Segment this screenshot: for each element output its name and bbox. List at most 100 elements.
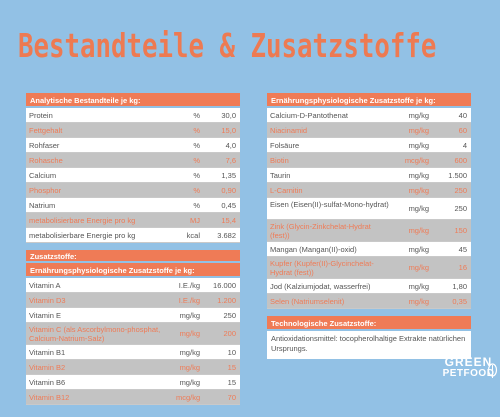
additives-header: Zusatzstoffe: [26,250,240,263]
logo-line2: PETFOOD [442,368,495,379]
cell-unit: I.E./kg [178,296,200,305]
cell-unit: mcg/kg [404,156,429,165]
cell-unit: mg/kg [408,226,429,235]
table-row: Vitamin A I.E./kg 16.000 [26,278,240,293]
cell-value: 0,90 [221,186,236,195]
cell-value: 250 [223,311,236,320]
table-row: metabolisierbare Energie pro kg MJ 15,4 [26,213,240,228]
cell-name: Vitamin C (als Ascorbylmono-phosphat, Ca… [29,325,161,343]
table-row: Calcium% 1,35 [26,168,240,183]
cell-value: 16.000 [213,281,236,290]
cell-value: 15 [227,363,236,372]
table-row: Eisen (Eisen(II)-sulfat-Mono-hydrat) mg/k… [267,198,471,220]
table-row: Taurin mg/kg 1.500 [267,168,471,183]
right-nutrition-header: Ernährungsphysiologische Zusatzstoffe je… [267,93,471,108]
cell-name: Biotin [270,156,289,165]
cell-name: L-Carnitin [270,186,303,195]
right-nutrition-table: Calcium-D-Pantothenat mg/kg 40 Niacinamid mg… [267,108,471,309]
cell-value: 7,6 [225,156,236,165]
cell-name: Folsäure [270,141,300,150]
cell-unit: MJ [190,216,200,225]
cell-unit: mg/kg [408,263,429,272]
cell-name: Protein [29,111,53,120]
cell-unit: % [193,126,200,135]
cell-unit: mcg/kg [176,393,201,402]
leaf-icon [487,363,498,378]
cell-value: 70 [227,393,236,402]
cell-name: Rohfaser [29,141,60,150]
cell-name: Calcium-D-Pantothenat [270,111,348,120]
cell-value: 0,35 [452,297,467,306]
cell-unit: % [193,171,200,180]
cell-value: 40 [458,111,467,120]
cell-value: 10 [227,348,236,357]
cell-name: Jod (Kalziumjodat, wasserfrei) [270,282,371,291]
table-row: metabolisierbare Energie pro kg kcal 3.682 [26,228,240,243]
analytical-header: Analytische Bestandteile je kg: [26,93,240,108]
cell-value: 15,4 [221,216,236,225]
cell-name: Selen (Natriumselenit) [270,297,345,306]
cell-name: Rohasche [29,156,63,165]
cell-unit: mg/kg [179,348,200,357]
table-row: Niacinamid mg/kg 60 [267,123,471,138]
cell-unit: I.E./kg [178,281,200,290]
table-row: Rohfaser% 4,0 [26,138,240,153]
table-row: Vitamin B1 mg/kg 10 [26,345,240,360]
table-row: Calcium-D-Pantothenat mg/kg 40 [267,108,471,123]
analytical-table: Protein% 30,0 Fettgehalt% 15,0 Rohfaser% 4,0 R… [26,108,240,243]
cell-unit: mg/kg [408,282,429,291]
cell-value: 150 [454,226,467,235]
cell-name: Eisen (Eisen(II)-sulfat-Mono-hydrat) [270,200,389,209]
table-row: Vitamin B2 mg/kg 15 [26,360,240,375]
cell-unit: mg/kg [179,311,200,320]
table-row: Vitamin D3 I.E./kg 1.200 [26,293,240,308]
table-row: Natrium% 0,45 [26,198,240,213]
left-nutrition-table: Vitamin A I.E./kg 16.000 Vitamin D3 I.E./kg 1… [26,278,240,405]
cell-unit: mg/kg [408,297,429,306]
cell-unit: % [193,111,200,120]
right-panel: Ernährungsphysiologische Zusatzstoffe je… [267,93,471,359]
page-title: Bestandteile & Zusatzstoffe [18,26,437,65]
cell-unit: mg/kg [408,111,429,120]
cell-value: 250 [454,204,467,213]
cell-value: 1.200 [217,296,236,305]
table-row: Jod (Kalziumjodat, wasserfrei) mg/kg 1,80 [267,279,471,294]
table-row: Kupfer (Kupfer(II)-Glycinchelat-Hydrat (… [267,257,471,279]
cell-value: 60 [458,126,467,135]
cell-unit: mg/kg [408,141,429,150]
cell-unit: kcal [186,231,200,240]
cell-name: metabolisierbare Energie pro kg [29,216,136,225]
cell-name: Vitamin B12 [29,393,70,402]
cell-value: 1,80 [452,282,467,291]
table-row: Vitamin B6 mg/kg 15 [26,375,240,390]
cell-name: Vitamin D3 [29,296,66,305]
cell-name: Natrium [29,201,56,210]
cell-unit: mg/kg [179,363,200,372]
cell-name: Vitamin A [29,281,61,290]
cell-name: Vitamin B2 [29,363,66,372]
cell-value: 200 [223,329,236,338]
cell-unit: mg/kg [408,126,429,135]
cell-unit: % [193,186,200,195]
table-row: Folsäure mg/kg 4 [267,138,471,153]
cell-name: Kupfer (Kupfer(II)-Glycinchelat-Hydrat (… [270,259,374,277]
table-row: Zink (Glycin-Zinkchelat-Hydrat (fest)) mg… [267,220,471,242]
table-row: Vitamin B12 mcg/kg 70 [26,390,240,405]
table-row: Biotin mcg/kg 600 [267,153,471,168]
cell-name: Fettgehalt [29,126,63,135]
table-row: Vitamin C (als Ascorbylmono-phosphat, Ca… [26,323,240,345]
table-row: Phosphor% 0,90 [26,183,240,198]
cell-name: Mangan (Mangan(II)-oxid) [270,245,357,254]
cell-name: Phosphor [29,186,62,195]
cell-name: Vitamin B6 [29,378,66,387]
cell-name: Calcium [29,171,57,180]
cell-unit: mg/kg [408,171,429,180]
cell-name: Taurin [270,171,291,180]
brand-logo: GREEN PETFOOD [441,356,498,380]
left-panel: Analytische Bestandteile je kg: Protein%… [26,93,240,405]
cell-unit: % [193,141,200,150]
cell-unit: % [193,156,200,165]
table-row: Protein% 30,0 [26,108,240,123]
table-row: Vitamin E mg/kg 250 [26,308,240,323]
cell-value: 0,45 [221,201,236,210]
